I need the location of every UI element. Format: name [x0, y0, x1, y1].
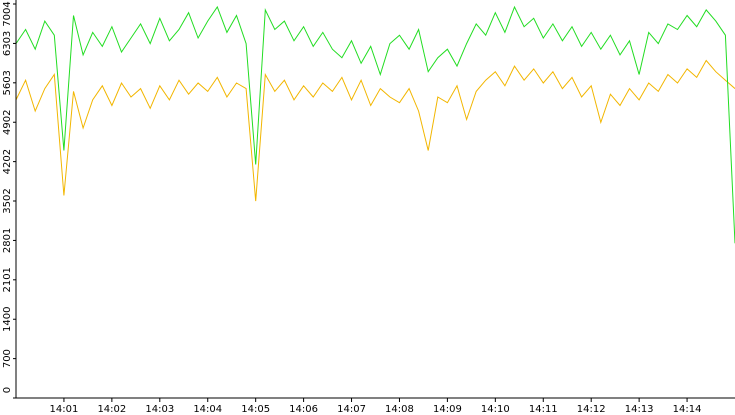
y-tick-label: 2101 — [2, 267, 13, 292]
y-tick-label: 3502 — [2, 188, 13, 213]
y-tick-label: 5603 — [2, 70, 13, 95]
x-tick-label: 14:10 — [481, 404, 510, 415]
x-tick-label: 14:05 — [241, 404, 270, 415]
x-tick-label: 14:02 — [97, 404, 126, 415]
x-tick-label: 14:03 — [145, 404, 174, 415]
x-tick-label: 14:13 — [625, 404, 654, 415]
x-tick-label: 14:14 — [673, 404, 702, 415]
y-tick-label: 1400 — [2, 307, 13, 332]
y-tick-label: 700 — [2, 349, 13, 368]
x-tick-label: 14:01 — [50, 404, 79, 415]
y-tick-label: 7004 — [2, 1, 13, 26]
x-tick-label: 14:08 — [385, 404, 414, 415]
series-line — [15, 5, 735, 244]
series-line — [15, 59, 735, 202]
y-tick-label: 4902 — [2, 110, 13, 135]
x-tick-label: 14:11 — [529, 404, 558, 415]
y-tick-label: 2801 — [2, 228, 13, 253]
x-tick-label: 14:07 — [337, 404, 366, 415]
x-tick-label: 14:06 — [289, 404, 318, 415]
x-tick-label: 14:12 — [577, 404, 606, 415]
x-tick-label: 14:04 — [193, 404, 222, 415]
y-tick-label: 0 — [2, 387, 13, 393]
y-tick-label: 6303 — [2, 31, 13, 56]
x-tick-label: 14:09 — [433, 404, 462, 415]
y-tick-label: 4202 — [2, 149, 13, 174]
